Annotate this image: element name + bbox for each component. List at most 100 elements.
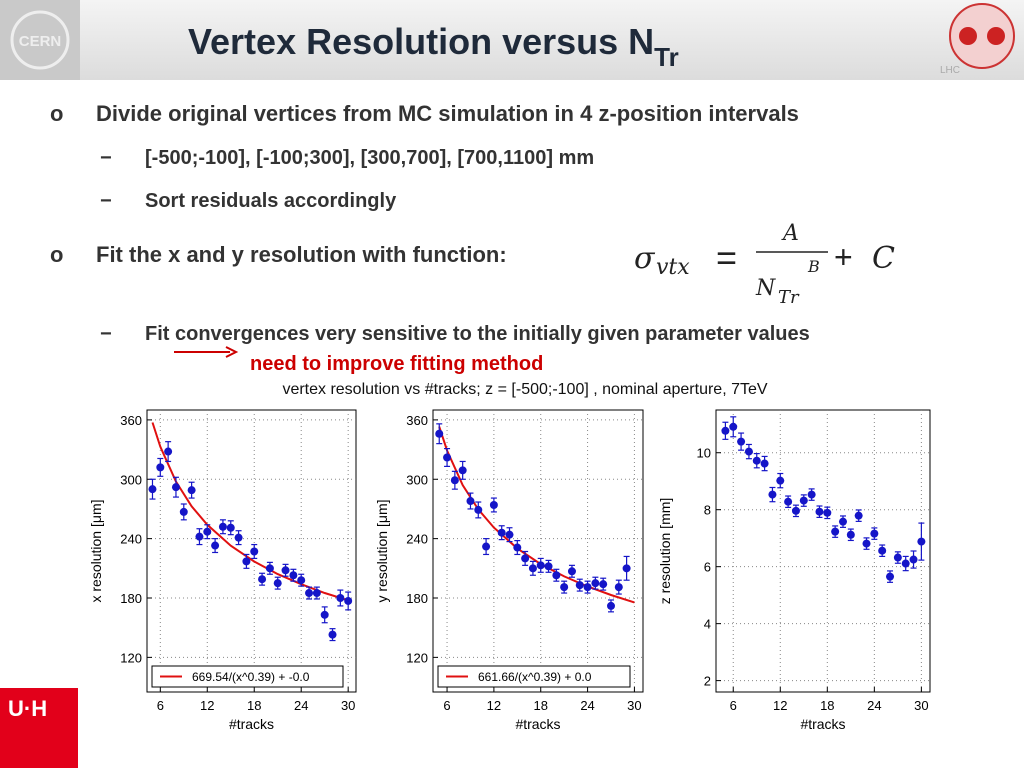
formula-sigma: σ (634, 241, 656, 276)
y-tick-label: 180 (120, 591, 142, 606)
data-point (528, 564, 537, 573)
formula-exponent: B (807, 257, 820, 276)
sub-marker: − (100, 147, 112, 169)
formula-denominator-sub: Tr (778, 287, 800, 308)
data-point (606, 601, 615, 610)
x-tick-label: 6 (443, 698, 450, 713)
x-tick-label: 12 (773, 698, 787, 713)
plot-area (432, 409, 644, 693)
data-point (552, 571, 561, 580)
plot-area (715, 409, 931, 693)
data-point (886, 572, 895, 581)
y-tick-label: 6 (704, 560, 711, 575)
formula-plus: + (834, 239, 853, 275)
formula-sigma-sub: vtx (656, 255, 690, 280)
data-point (560, 583, 569, 592)
sub-text: [-500;-100], [-100;300], [300,700], [700… (145, 147, 594, 169)
uhh-logo (0, 688, 78, 768)
x-axis-label: #tracks (515, 716, 560, 732)
data-point (870, 529, 879, 538)
formula-denominator: N (755, 276, 776, 301)
header-band (0, 0, 1024, 80)
data-point (583, 583, 592, 592)
lhc-logo-text: LHC (940, 65, 960, 76)
title: Vertex Resolution versus NTr (188, 21, 679, 72)
data-point (258, 575, 267, 584)
data-point (497, 528, 506, 537)
data-point (265, 564, 274, 573)
uhh-logo-mark: U·H (8, 696, 47, 721)
x-axis-label: #tracks (800, 716, 845, 732)
data-point (807, 490, 816, 499)
data-point (344, 596, 353, 605)
formula-constant: C (872, 241, 895, 276)
data-point (211, 541, 220, 550)
data-point (218, 522, 227, 531)
data-point (846, 530, 855, 539)
x-tick-label: 24 (580, 698, 594, 713)
bullet-marker: o (50, 101, 63, 126)
x-tick-label: 18 (820, 698, 834, 713)
note: need to improve fitting method (250, 353, 543, 375)
data-point (443, 453, 452, 462)
data-point (791, 506, 800, 515)
x-tick-label: 30 (914, 698, 928, 713)
cern-logo-ring (10, 10, 70, 70)
data-point (489, 500, 498, 509)
x-tick-label: 24 (294, 698, 308, 713)
sub-marker: − (100, 190, 112, 212)
data-point (544, 562, 553, 571)
data-point (760, 459, 769, 468)
data-point (281, 566, 290, 575)
bullet-text: Divide original vertices from MC simulat… (96, 101, 799, 126)
sub-marker: − (100, 323, 112, 345)
data-point (614, 583, 623, 592)
x-tick-label: 24 (867, 698, 881, 713)
data-point (171, 483, 180, 492)
data-point (458, 466, 467, 475)
legend-box (151, 665, 344, 688)
x-tick-label: 30 (341, 698, 355, 713)
x-tick-label: 30 (627, 698, 641, 713)
title-main: Vertex Resolution versus N (188, 21, 654, 62)
data-point (729, 422, 738, 431)
data-point (831, 527, 840, 536)
data-point (482, 542, 491, 551)
data-point (435, 429, 444, 438)
y-tick-label: 4 (704, 617, 711, 632)
y-tick-label: 120 (120, 650, 142, 665)
lhc-logo (949, 3, 1015, 69)
formula-numerator: A (781, 221, 799, 246)
data-point (305, 589, 314, 598)
legend-box (437, 665, 631, 688)
arrow-head (225, 346, 239, 358)
y-tick-label: 8 (704, 503, 711, 518)
data-point (862, 539, 871, 548)
data-point (599, 580, 608, 589)
data-point (234, 533, 243, 542)
y-tick-label: 300 (406, 472, 428, 487)
data-point (521, 554, 530, 563)
y-axis-label: y resolution [μm] (374, 500, 390, 603)
data-point (536, 561, 545, 570)
data-point (776, 476, 785, 485)
data-point (737, 437, 746, 446)
x-tick-label: 6 (157, 698, 164, 713)
data-point (622, 564, 631, 573)
data-point (815, 507, 824, 516)
data-point (917, 537, 926, 546)
y-tick-label: 360 (406, 413, 428, 428)
data-point (203, 527, 212, 536)
x-tick-label: 6 (730, 698, 737, 713)
lhc-dot (987, 27, 1005, 45)
data-point (567, 567, 576, 576)
y-tick-label: 300 (120, 472, 142, 487)
bullet-marker: o (50, 242, 63, 267)
y-tick-label: 120 (406, 650, 428, 665)
data-point (466, 497, 475, 506)
data-point (744, 447, 753, 456)
y-axis-label: x resolution [μm] (88, 500, 104, 603)
data-point (297, 576, 306, 585)
data-point (799, 496, 808, 505)
